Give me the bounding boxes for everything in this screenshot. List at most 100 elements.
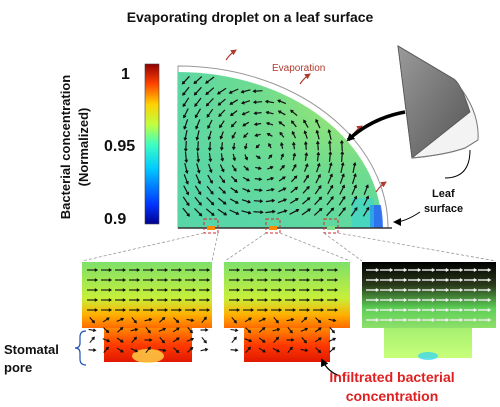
velocity-arrowhead xyxy=(91,319,96,324)
velocity-arrowhead xyxy=(164,278,169,282)
velocity-arrow xyxy=(229,198,239,204)
velocity-arrowhead xyxy=(389,318,394,322)
velocity-arrow xyxy=(326,207,334,217)
velocity-arrow xyxy=(300,348,308,352)
velocity-arrow xyxy=(230,175,238,183)
velocity-arrowhead xyxy=(292,288,297,292)
velocity-arrowhead xyxy=(233,168,237,172)
velocity-arrowhead xyxy=(181,80,186,85)
velocity-arrowhead xyxy=(431,308,436,312)
velocity-arrow xyxy=(208,152,212,162)
velocity-arrowhead xyxy=(147,330,151,334)
velocity-arrowhead xyxy=(206,298,211,302)
velocity-arrowhead xyxy=(134,348,139,353)
velocity-arrowhead xyxy=(92,328,97,333)
velocity-arrowhead xyxy=(280,153,285,157)
velocity-arrowhead xyxy=(431,278,436,282)
velocity-arrow xyxy=(305,142,307,150)
velocity-arrowhead xyxy=(353,184,357,189)
velocity-arrowhead xyxy=(459,298,464,302)
velocity-arrow xyxy=(301,317,307,323)
velocity-arrowhead xyxy=(265,110,270,115)
velocity-arrow xyxy=(196,152,200,162)
velocity-arrowhead xyxy=(186,202,190,207)
velocity-arrowhead xyxy=(229,101,233,105)
velocity-arrowhead xyxy=(375,308,380,312)
velocity-arrowhead xyxy=(292,152,297,157)
velocity-arrowhead xyxy=(236,298,241,302)
zoom-panel-2 xyxy=(224,262,350,362)
velocity-arrow xyxy=(329,141,331,151)
velocity-arrowhead xyxy=(292,308,297,312)
velocity-arrowhead xyxy=(445,308,450,312)
velocity-arrow xyxy=(266,188,274,192)
velocity-arrowhead xyxy=(122,298,127,302)
velocity-arrow xyxy=(187,327,193,333)
velocity-arrowhead xyxy=(261,326,266,331)
velocity-arrow xyxy=(301,208,311,216)
velocity-arrowhead xyxy=(330,196,334,200)
velocity-arrowhead xyxy=(375,278,380,282)
velocity-arrowhead xyxy=(133,336,138,341)
velocity-arrow xyxy=(230,187,238,193)
velocity-arrowhead xyxy=(375,298,380,302)
velocity-arrow xyxy=(273,316,279,324)
velocity-arrowhead xyxy=(334,298,339,302)
velocity-arrow xyxy=(265,199,275,203)
velocity-arrowhead xyxy=(178,278,183,282)
velocity-arrowhead xyxy=(282,176,286,180)
velocity-arrowhead xyxy=(235,200,239,204)
velocity-arrow xyxy=(219,175,225,183)
velocity-arrowhead xyxy=(270,187,275,192)
velocity-arrow xyxy=(258,318,266,322)
velocity-arrowhead xyxy=(318,327,322,331)
velocity-arrowhead xyxy=(352,161,357,166)
velocity-arrow xyxy=(159,317,165,323)
velocity-arrowhead xyxy=(487,318,492,322)
velocity-arrowhead xyxy=(315,129,320,134)
zoom-panel-2-pore xyxy=(244,328,330,362)
velocity-arrow xyxy=(89,317,95,323)
velocity-arrowhead xyxy=(184,170,189,175)
velocity-arrowhead xyxy=(232,157,237,162)
velocity-arrow xyxy=(302,197,310,205)
velocity-arrowhead xyxy=(259,199,264,204)
leaf-surface-pointer xyxy=(444,149,471,179)
velocity-arrowhead xyxy=(246,188,251,193)
velocity-arrow xyxy=(197,141,199,151)
velocity-arrowhead xyxy=(183,148,188,153)
velocity-arrowhead xyxy=(206,308,211,312)
velocity-arrow xyxy=(159,337,165,343)
velocity-arrowhead xyxy=(236,268,241,272)
velocity-arrowhead xyxy=(255,144,260,149)
velocity-arrowhead xyxy=(207,125,211,130)
velocity-arrow xyxy=(229,88,239,94)
evaporation-arrow xyxy=(299,73,311,85)
velocity-arrowhead xyxy=(164,308,169,312)
velocity-arrowhead xyxy=(278,121,282,125)
velocity-arrow xyxy=(206,185,214,195)
velocity-arrowhead xyxy=(365,195,369,200)
velocity-arrowhead xyxy=(303,130,308,134)
velocity-arrowhead xyxy=(106,338,111,343)
velocity-arrowhead xyxy=(260,210,264,215)
velocity-arrow xyxy=(278,110,286,116)
velocity-arrowhead xyxy=(228,90,233,94)
velocity-arrowhead xyxy=(318,337,322,341)
velocity-arrow xyxy=(182,86,190,96)
velocity-arrowhead xyxy=(150,268,155,272)
velocity-arrow xyxy=(338,196,346,206)
velocity-arrowhead xyxy=(185,181,189,185)
velocity-arrow xyxy=(258,337,266,343)
velocity-arrowhead xyxy=(119,326,124,331)
velocity-arrowhead xyxy=(259,188,263,193)
velocity-arrowhead xyxy=(178,268,183,272)
velocity-arrowhead xyxy=(340,161,345,166)
velocity-arrowhead xyxy=(283,198,288,202)
velocity-arrow xyxy=(314,337,322,343)
velocity-arrowhead xyxy=(264,278,269,282)
velocity-arrowhead xyxy=(206,278,211,282)
velocity-arrowhead xyxy=(194,103,198,107)
velocity-arrowhead xyxy=(304,152,309,156)
